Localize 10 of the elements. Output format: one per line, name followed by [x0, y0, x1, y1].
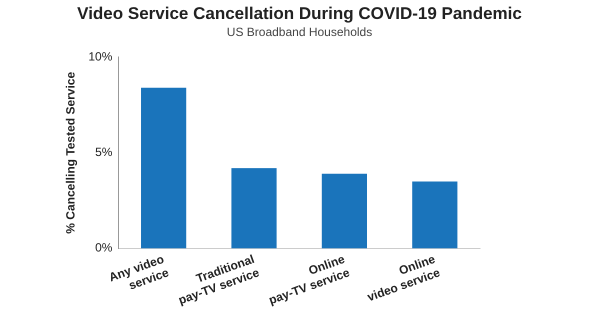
- bar: [322, 174, 368, 248]
- y-tick-label: 10%: [88, 50, 113, 64]
- y-tick-label: 5%: [95, 145, 113, 160]
- bar: [141, 88, 186, 248]
- chart-subtitle: US Broadband Households: [226, 25, 374, 39]
- bar: [231, 168, 277, 248]
- y-axis-title: % Cancelling Tested Service: [64, 72, 78, 234]
- chart-title: Video Service Cancellation During COVID-19 Pandemic: [76, 4, 523, 24]
- bar: [412, 181, 458, 248]
- x-tick-label: Online video service: [365, 252, 442, 304]
